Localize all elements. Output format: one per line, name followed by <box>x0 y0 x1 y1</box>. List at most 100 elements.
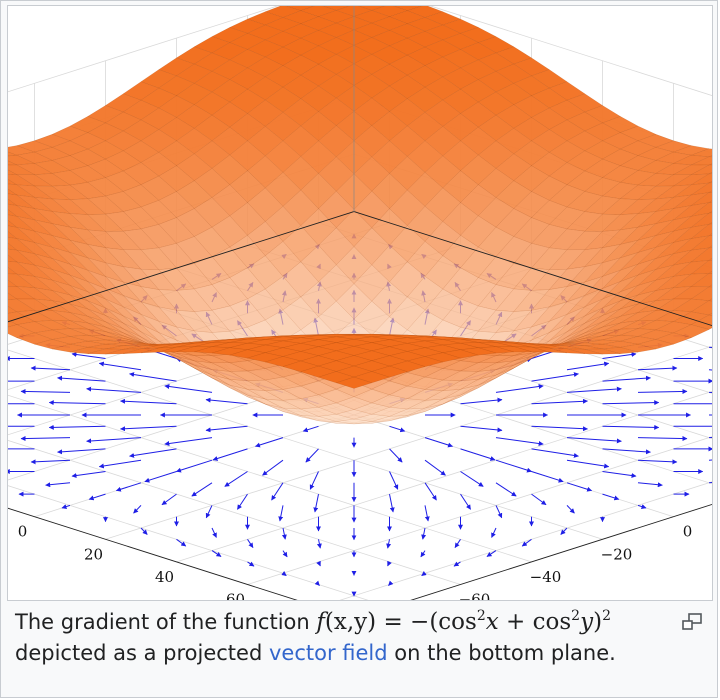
vector-arrow <box>262 459 284 476</box>
y-tick-label: 0 <box>683 523 693 541</box>
surface-patch <box>8 231 18 239</box>
vector-arrow <box>388 580 394 586</box>
vector-arrow <box>708 459 712 461</box>
vector-arrow <box>637 388 688 394</box>
formula-plus: + cos <box>498 609 572 635</box>
caption-line2-prefix: depicted as a projected <box>15 641 263 665</box>
vector-arrow <box>281 570 287 577</box>
vector-arrow <box>486 550 497 557</box>
vector-arrow <box>424 459 446 476</box>
floor-grid-line <box>8 485 369 600</box>
vector-arrow <box>454 539 461 549</box>
vector-arrow <box>424 437 453 448</box>
x-tick-label: 20 <box>84 545 103 563</box>
vector-arrow <box>421 527 427 540</box>
figure-caption: The gradient of the function f(x,y) = −(… <box>15 607 675 669</box>
vector-arrow <box>313 494 319 513</box>
surface-patch <box>8 279 18 287</box>
vector-arrow <box>309 471 319 490</box>
vector-arrow <box>424 482 437 501</box>
vector-arrow <box>531 448 579 458</box>
axis-line <box>353 211 712 327</box>
vector-arrow <box>531 425 588 432</box>
vector-arrow <box>115 482 142 492</box>
surface-patch <box>8 209 17 217</box>
axis-ticks: 0−1−2−3−4−80−60−40−20020406080−80−60−40−… <box>18 523 693 601</box>
surface-patch <box>708 163 712 166</box>
vector-arrow <box>460 493 471 510</box>
vector-arrow <box>57 448 106 455</box>
x-tick-label: 40 <box>155 568 174 586</box>
vector-arrow <box>281 527 287 540</box>
x-tick-label: 60 <box>226 591 245 601</box>
vector-arrow <box>495 459 532 473</box>
vector-arrow <box>164 384 213 393</box>
vector-arrow <box>566 361 610 371</box>
vector-arrow <box>86 386 142 393</box>
surface-patch <box>335 376 373 389</box>
vector-arrow <box>637 459 678 465</box>
vector-arrow <box>637 365 678 371</box>
vector-arrow <box>20 436 71 442</box>
vector-arrow <box>708 369 712 371</box>
formula-y: y <box>580 609 594 635</box>
surface-patch <box>8 151 17 157</box>
vector-arrow <box>531 493 547 506</box>
vector-arrow <box>637 482 663 488</box>
surface-patch <box>8 220 17 228</box>
vector-arrow <box>133 505 142 514</box>
figure-image[interactable]: 0−1−2−3−4−80−60−40−20020406080−80−60−40−… <box>7 5 713 601</box>
vector-arrow <box>602 400 660 406</box>
caption-formula: f(x,y) = −(cos2x + cos2y)2 <box>316 609 611 635</box>
floor-grid-line <box>339 481 712 600</box>
surface-patch <box>708 312 712 317</box>
vector-arrow <box>602 352 637 359</box>
axis-line <box>8 507 298 600</box>
vector-arrow <box>389 471 399 490</box>
vector-arrow <box>278 505 284 522</box>
surface-patch <box>708 180 712 184</box>
caption-text: The gradient of the function <box>15 610 310 634</box>
vector-arrow <box>211 550 222 557</box>
surface-plot: 0−1−2−3−4−80−60−40−20020406080−80−60−40−… <box>8 6 712 600</box>
vector-arrow <box>211 527 217 538</box>
vector-arrow <box>237 493 248 510</box>
surface-patch <box>8 267 18 275</box>
vector-arrow <box>566 505 575 514</box>
surface-patch <box>708 257 712 261</box>
vector-field-link[interactable]: vector field <box>268 641 388 665</box>
vector-arrow <box>71 471 106 478</box>
vector-arrow <box>424 505 430 522</box>
magnify-clip-icon[interactable] <box>681 613 703 631</box>
vector-arrow <box>205 425 248 433</box>
wall-grid-line <box>8 6 279 93</box>
vector-arrow <box>247 561 255 567</box>
vector-arrow <box>602 448 651 455</box>
vector-arrow <box>531 372 579 382</box>
surface-patch <box>708 210 712 214</box>
formula-exp1: 2 <box>476 608 486 624</box>
vector-arrow <box>389 425 406 433</box>
formula-x: x <box>485 609 499 635</box>
vector-field <box>8 233 712 597</box>
formula-exp3: 2 <box>602 608 611 624</box>
surface-patch <box>8 242 18 251</box>
wall-grid-line <box>429 6 712 96</box>
vector-arrow <box>57 375 106 382</box>
surface-patch <box>8 169 17 175</box>
vector-arrow <box>48 424 106 430</box>
vector-arrow <box>30 365 71 371</box>
surface-mesh <box>8 6 712 425</box>
surface-patch <box>8 292 18 301</box>
vector-arrow <box>205 505 213 519</box>
vector-arrow <box>491 527 497 538</box>
vector-arrow <box>316 539 322 549</box>
y-tick-label: −60 <box>459 591 491 601</box>
formula-close: ) <box>593 609 603 635</box>
vector-arrow <box>602 375 651 382</box>
vector-arrow <box>129 372 177 382</box>
vector-arrow <box>314 580 320 586</box>
vector-arrow <box>531 471 564 483</box>
vector-arrow <box>637 504 647 509</box>
axis-line <box>8 211 355 323</box>
